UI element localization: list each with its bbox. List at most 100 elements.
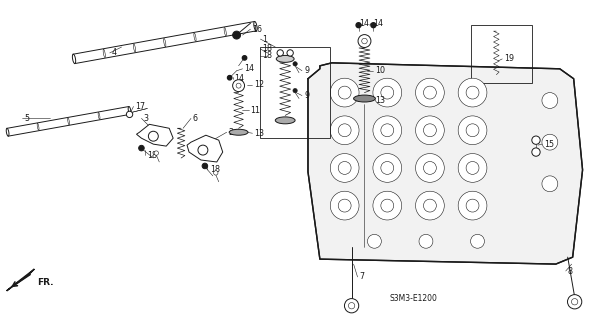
Text: 14: 14	[234, 74, 245, 83]
Circle shape	[381, 162, 394, 174]
Ellipse shape	[6, 128, 9, 136]
Text: 9: 9	[304, 66, 309, 75]
Text: 11: 11	[250, 106, 261, 115]
Circle shape	[542, 134, 558, 150]
Text: 18: 18	[210, 165, 220, 174]
Text: 2: 2	[229, 128, 234, 137]
Circle shape	[466, 162, 479, 174]
Text: S3M3-E1200: S3M3-E1200	[389, 294, 437, 303]
Ellipse shape	[68, 118, 70, 125]
Text: 19: 19	[504, 54, 515, 63]
Text: 13: 13	[375, 96, 386, 105]
Circle shape	[416, 78, 444, 107]
Circle shape	[471, 234, 485, 248]
Ellipse shape	[224, 28, 226, 36]
Circle shape	[330, 154, 359, 182]
Circle shape	[367, 234, 381, 248]
Circle shape	[572, 299, 578, 305]
Circle shape	[287, 50, 293, 56]
Circle shape	[345, 299, 359, 313]
Circle shape	[542, 92, 558, 108]
Circle shape	[236, 83, 241, 88]
Circle shape	[277, 50, 283, 56]
Circle shape	[198, 145, 208, 155]
Text: 15: 15	[544, 140, 554, 148]
Polygon shape	[136, 124, 173, 146]
Circle shape	[532, 148, 540, 156]
Text: 9: 9	[304, 91, 309, 100]
Ellipse shape	[133, 44, 136, 52]
Circle shape	[416, 191, 444, 220]
Ellipse shape	[275, 117, 295, 124]
Ellipse shape	[163, 38, 166, 47]
Circle shape	[330, 191, 359, 220]
Circle shape	[148, 131, 159, 141]
Circle shape	[330, 78, 359, 107]
Polygon shape	[308, 63, 583, 264]
Text: 18: 18	[263, 52, 272, 60]
Circle shape	[381, 124, 394, 137]
Circle shape	[424, 162, 436, 174]
Circle shape	[338, 86, 351, 99]
Text: 14: 14	[373, 19, 383, 28]
Text: 16: 16	[253, 25, 263, 34]
Circle shape	[466, 124, 479, 137]
Text: 10: 10	[375, 66, 386, 75]
Circle shape	[371, 23, 376, 28]
Text: 7: 7	[359, 272, 365, 282]
Circle shape	[293, 88, 297, 93]
Text: 4: 4	[112, 48, 117, 57]
Circle shape	[373, 116, 401, 145]
Circle shape	[154, 151, 159, 155]
Ellipse shape	[254, 21, 257, 31]
Text: 17: 17	[135, 102, 146, 111]
Circle shape	[458, 116, 487, 145]
Circle shape	[242, 56, 247, 60]
Circle shape	[202, 163, 207, 169]
Circle shape	[233, 31, 241, 39]
Ellipse shape	[229, 129, 248, 135]
Circle shape	[458, 191, 487, 220]
Circle shape	[338, 124, 351, 137]
Text: 8: 8	[568, 267, 573, 276]
Circle shape	[338, 199, 351, 212]
Polygon shape	[187, 135, 223, 162]
Circle shape	[330, 116, 359, 145]
Ellipse shape	[128, 107, 131, 114]
Circle shape	[542, 176, 558, 192]
Circle shape	[424, 86, 436, 99]
Circle shape	[458, 78, 487, 107]
Ellipse shape	[37, 123, 39, 130]
Circle shape	[293, 62, 297, 66]
Polygon shape	[7, 269, 34, 291]
Text: 6: 6	[193, 114, 198, 123]
Text: 1: 1	[263, 35, 267, 44]
Bar	[471, 25, 532, 83]
Circle shape	[416, 116, 444, 145]
Text: 5: 5	[24, 114, 29, 123]
Ellipse shape	[354, 95, 375, 102]
Circle shape	[381, 199, 394, 212]
Circle shape	[532, 136, 540, 144]
Text: 3: 3	[143, 114, 149, 123]
Text: 14: 14	[245, 64, 255, 73]
Circle shape	[126, 111, 133, 117]
Circle shape	[338, 162, 351, 174]
Circle shape	[381, 86, 394, 99]
Text: 18: 18	[263, 44, 272, 53]
Bar	[260, 47, 330, 138]
Circle shape	[424, 124, 436, 137]
Circle shape	[424, 199, 436, 212]
Circle shape	[373, 154, 401, 182]
Circle shape	[214, 171, 218, 175]
Circle shape	[373, 191, 401, 220]
Circle shape	[139, 145, 144, 151]
Circle shape	[567, 295, 582, 309]
Circle shape	[362, 38, 367, 44]
Circle shape	[458, 154, 487, 182]
Circle shape	[419, 234, 433, 248]
Circle shape	[348, 302, 355, 309]
Circle shape	[466, 86, 479, 99]
Text: 18: 18	[147, 150, 157, 160]
Circle shape	[228, 76, 232, 80]
